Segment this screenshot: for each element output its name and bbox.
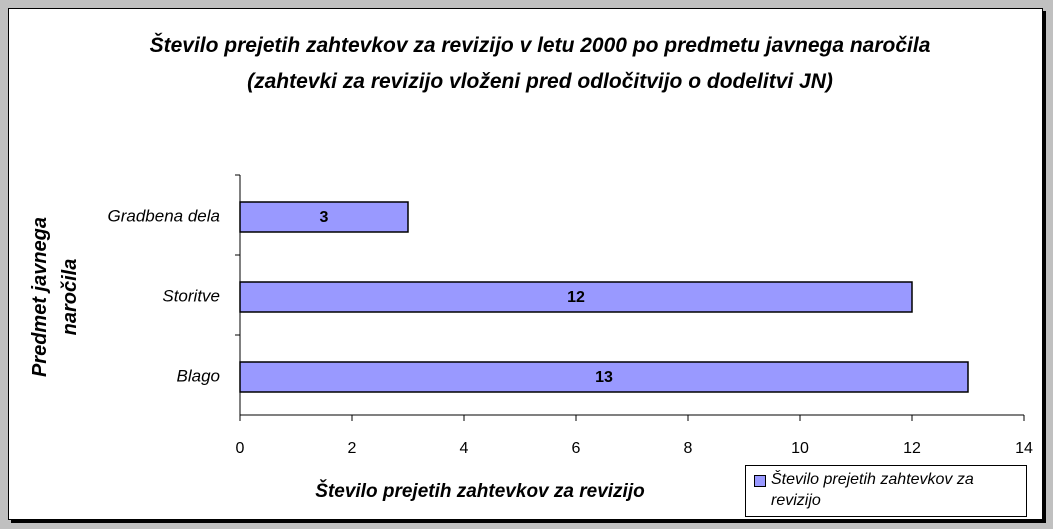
y-axis-label: Predmet javnega naročila bbox=[29, 216, 81, 378]
y-tick-label: Storitve bbox=[162, 286, 220, 305]
x-tick-label: 6 bbox=[572, 440, 581, 457]
x-tick-label: 0 bbox=[236, 440, 245, 457]
x-tick-label: 14 bbox=[1015, 440, 1033, 457]
chart-frame bbox=[8, 8, 1043, 520]
bar bbox=[239, 361, 969, 393]
bar bbox=[239, 201, 409, 233]
legend-label: Število prejetih zahtevkov za revizijo bbox=[771, 471, 974, 509]
x-axis-label: Število prejetih zahtevkov za revizijo bbox=[315, 480, 644, 502]
x-tick-label: 10 bbox=[791, 440, 809, 457]
chart-title: Število prejetih zahtevkov za revizijo v… bbox=[149, 34, 931, 93]
y-tick-label: Blago bbox=[177, 366, 220, 385]
bar bbox=[239, 281, 913, 313]
data-label: 3 bbox=[320, 209, 329, 226]
x-tick-label: 8 bbox=[684, 440, 693, 457]
data-label: 12 bbox=[567, 289, 585, 306]
data-label: 13 bbox=[595, 369, 613, 386]
legend-swatch bbox=[754, 475, 766, 487]
x-tick-label: 12 bbox=[903, 440, 921, 457]
y-tick-label: Gradbena dela bbox=[108, 206, 220, 225]
x-tick-label: 4 bbox=[460, 440, 469, 457]
x-tick-label: 2 bbox=[348, 440, 357, 457]
legend: Število prejetih zahtevkov za revizijo bbox=[745, 465, 1027, 517]
